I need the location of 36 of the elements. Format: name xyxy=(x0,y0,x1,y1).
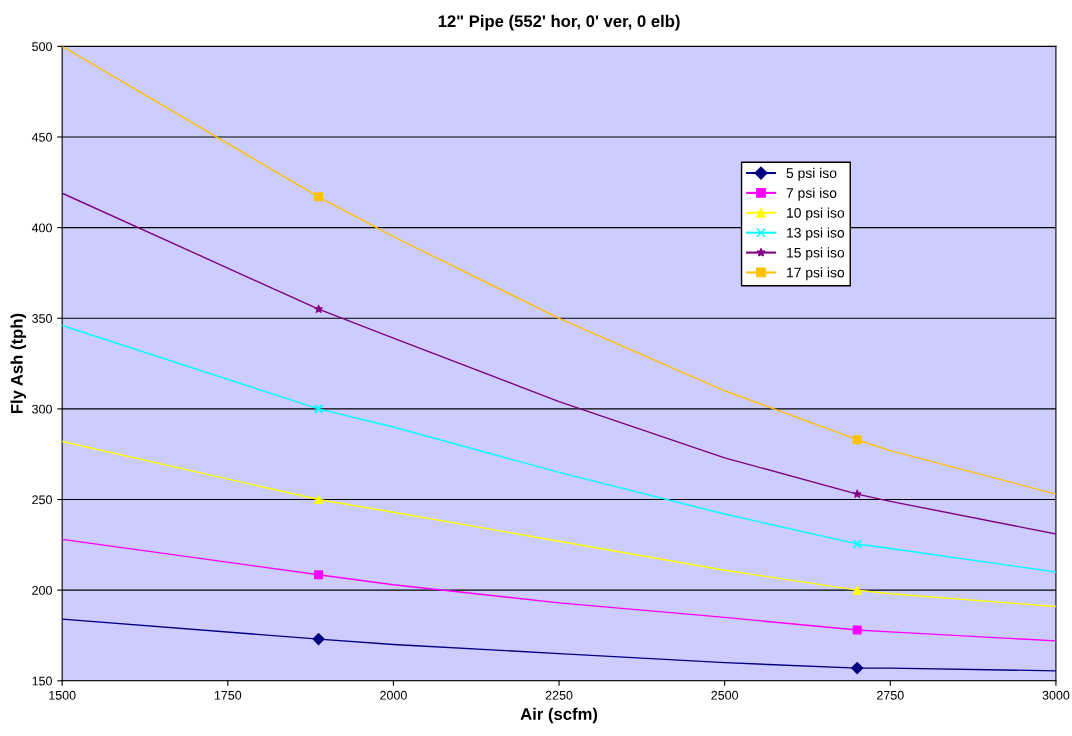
legend-label: 15 psi iso xyxy=(787,247,845,261)
y-tick-label: 500 xyxy=(32,42,52,52)
point xyxy=(852,625,862,635)
x-tick-label: 2750 xyxy=(877,690,904,700)
point xyxy=(851,662,864,675)
point xyxy=(852,539,863,549)
point xyxy=(314,570,324,580)
x-tick-label: 1750 xyxy=(214,690,242,700)
point xyxy=(852,489,862,498)
point xyxy=(314,495,324,505)
x-tick-label: 3000 xyxy=(1042,690,1070,700)
y-tick-label: 150 xyxy=(32,676,52,686)
point xyxy=(314,192,324,202)
y-tick-label: 400 xyxy=(31,223,52,233)
y-tick-label: 200 xyxy=(32,585,52,595)
point xyxy=(852,585,862,595)
legend-label: 17 psi iso xyxy=(787,267,845,281)
legend-label: 13 psi iso xyxy=(787,227,845,241)
legend-label: 7 psi iso xyxy=(786,187,837,201)
y-tick-label: 250 xyxy=(32,495,52,505)
point xyxy=(852,435,862,445)
y-axis-title: Fly Ash (tph) xyxy=(10,313,27,414)
y-tick-label: 450 xyxy=(31,132,52,142)
y-tick-label: 300 xyxy=(32,404,52,414)
x-tick-label: 2250 xyxy=(545,690,573,700)
x-axis-title: Air (scfm) xyxy=(520,707,598,724)
legend-label: 10 psi iso xyxy=(787,207,845,221)
x-tick-label: 2000 xyxy=(380,690,407,700)
y-tick-label: 350 xyxy=(32,314,52,323)
point xyxy=(313,404,324,414)
point xyxy=(312,633,325,646)
chart-title: 12" Pipe (552' hor, 0' ver, 0 elb) xyxy=(438,14,680,31)
point xyxy=(314,304,323,313)
legend-label: 5 psi iso xyxy=(786,167,837,181)
x-tick-label: 2500 xyxy=(711,690,739,700)
x-tick-label: 1500 xyxy=(49,690,76,700)
